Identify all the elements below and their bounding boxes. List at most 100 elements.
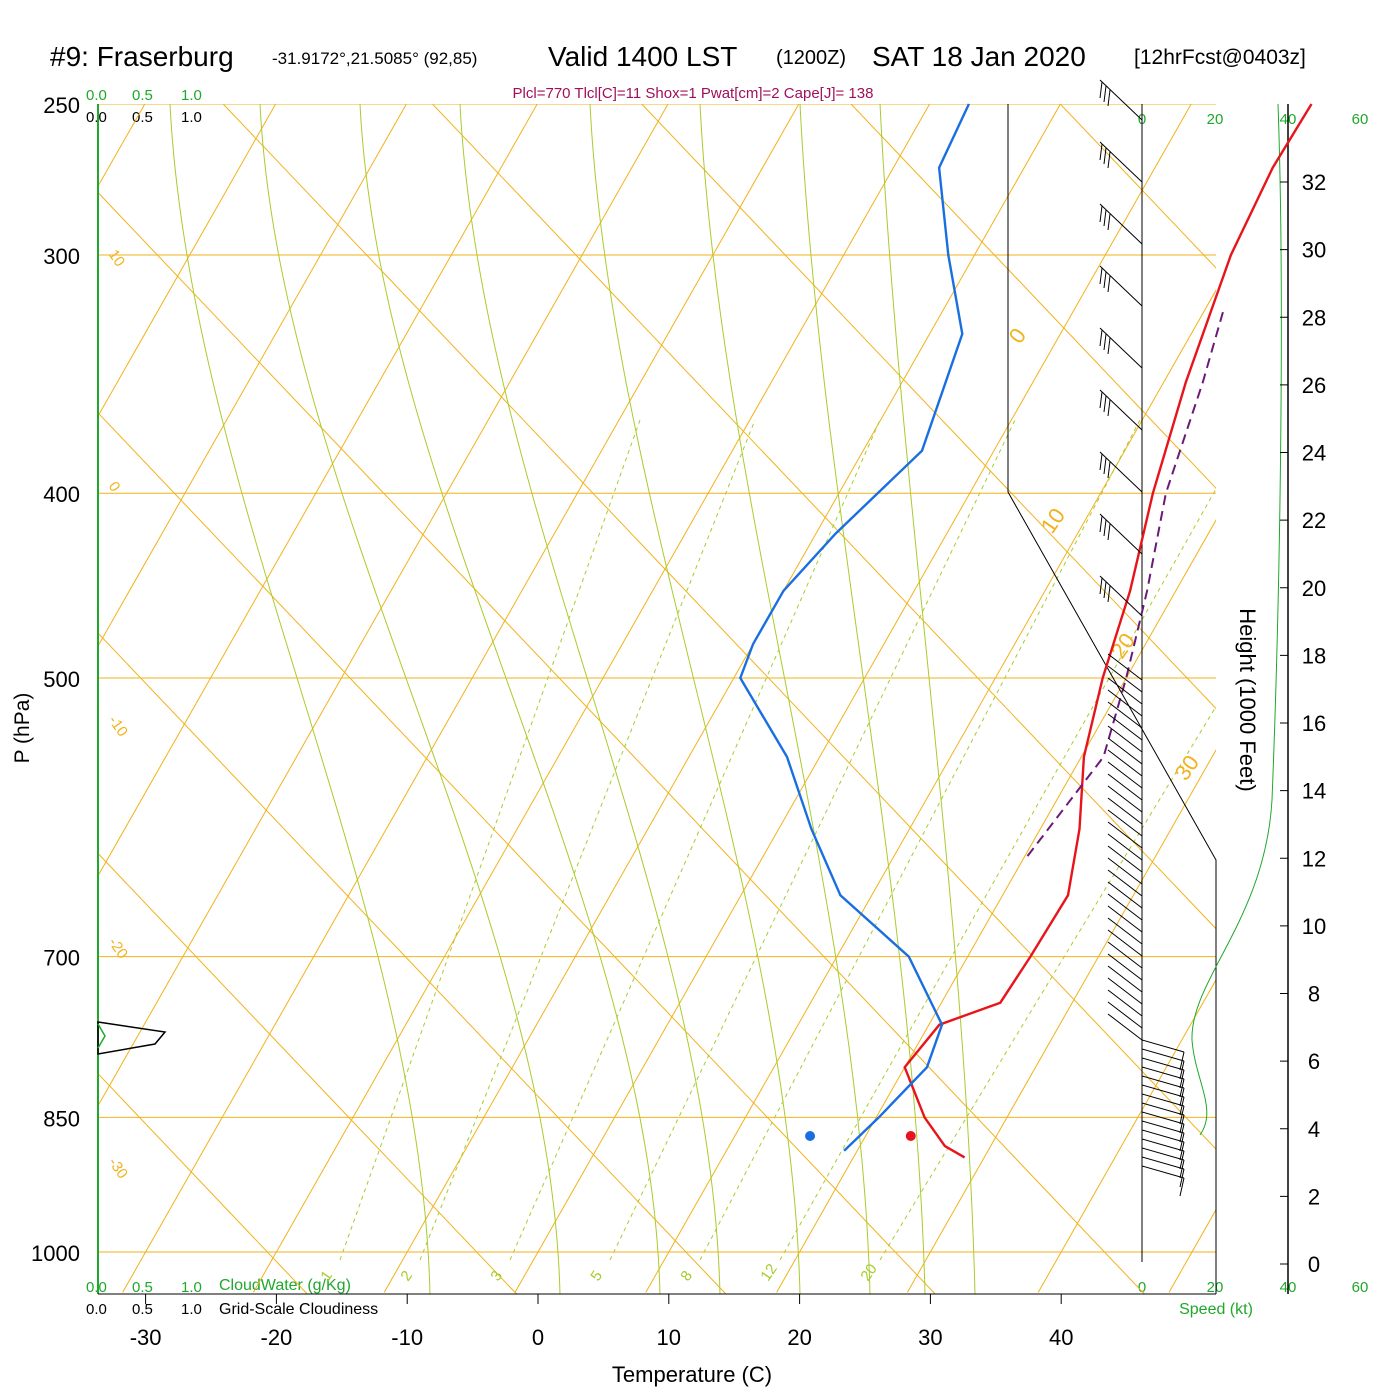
- isotherm-line: [98, 104, 277, 418]
- mixing-ratio-label: 3: [487, 1268, 506, 1285]
- wind-barb: [1107, 677, 1143, 705]
- wind-barb-flag: [1179, 1087, 1185, 1107]
- height-tick-label: 10: [1302, 914, 1326, 939]
- speed-label: Speed (kt): [1179, 1301, 1253, 1318]
- isotherm-label: -10: [105, 713, 131, 741]
- adiabat-line: [98, 412, 936, 1294]
- x-tick-label: -10: [391, 1325, 423, 1350]
- wind-barb: [1099, 141, 1143, 183]
- isotherm-label: -30: [105, 1155, 131, 1183]
- x-tick-label: 10: [657, 1325, 681, 1350]
- moist-adiabat: [799, 104, 926, 1294]
- wind-barb-flag: [1103, 395, 1107, 413]
- wind-barb-flag: [1099, 453, 1103, 471]
- x-tick-label: 30: [918, 1325, 942, 1350]
- pressure-tick-label: 1000: [31, 1241, 80, 1266]
- pressure-tick-label: 400: [43, 482, 80, 507]
- speed-tick: 20: [1207, 1279, 1224, 1296]
- mixing-ratio-line: [879, 705, 1216, 1261]
- hodograph-boundary: [1007, 104, 1217, 1294]
- wind-barb-flag: [1179, 1069, 1185, 1089]
- wind-barb: [1107, 917, 1143, 945]
- mixing-ratio-label: 8: [677, 1268, 696, 1285]
- wind-barb-flag: [1107, 523, 1111, 541]
- wind-barb: [1107, 857, 1143, 885]
- isotherm-line: [98, 104, 538, 877]
- wind-barb-flag: [1179, 1051, 1185, 1071]
- cloudwater-label: CloudWater (g/Kg): [219, 1277, 351, 1294]
- wind-barb-flag: [1107, 213, 1111, 231]
- wind-barb-flag: [1103, 457, 1107, 475]
- moist-adiabat: [259, 104, 561, 1294]
- wind-barb-flag: [1103, 209, 1107, 227]
- adiabat-line: [98, 852, 517, 1294]
- cloud-tick-green: 1.0: [181, 1279, 202, 1296]
- isotherm-line: [776, 519, 1216, 1293]
- x-tick-label: -30: [130, 1325, 162, 1350]
- mixing-ratio-label: 2: [397, 1268, 416, 1285]
- isotherm-line: [906, 749, 1216, 1293]
- wind-barb-flag: [1179, 1150, 1185, 1170]
- height-tick-label: 16: [1302, 711, 1326, 736]
- wind-barb-flag: [1179, 1105, 1185, 1125]
- height-tick-label: 30: [1302, 238, 1326, 263]
- wind-barb: [1107, 701, 1143, 729]
- pressure-tick-label: 500: [43, 667, 80, 692]
- x-axis-title: Temperature (C): [612, 1362, 772, 1387]
- wind-barb: [1107, 821, 1143, 849]
- wind-barb-flag: [1099, 81, 1103, 99]
- wind-barb-flag: [1107, 89, 1111, 107]
- isotherm-line: [98, 104, 407, 648]
- parcel-line: [1026, 308, 1225, 857]
- profiles: [738, 103, 1313, 1159]
- wind-barb: [1141, 1075, 1185, 1089]
- wind-barb: [1107, 833, 1143, 861]
- wind-barb-flag: [1179, 1078, 1185, 1098]
- adiabat-line: [432, 104, 1216, 930]
- wind-barb-flag: [1107, 399, 1111, 417]
- y-axis-title: P (hPa): [11, 693, 34, 764]
- wind-barb-flag: [1107, 151, 1111, 169]
- wind-barb-flag: [1179, 1159, 1185, 1179]
- wind-barb-flag: [1179, 1060, 1185, 1080]
- height-tick-label: 8: [1308, 982, 1320, 1007]
- wind-barb-flag: [1179, 1168, 1185, 1188]
- mixing-ratio-label: 5: [587, 1268, 606, 1285]
- height-tick-label: 26: [1302, 373, 1326, 398]
- mixing-ratio-line: [609, 419, 1016, 1261]
- height-tick-label: 22: [1302, 508, 1326, 533]
- wind-barb-flag: [1103, 147, 1107, 165]
- wind-barb: [1107, 725, 1143, 753]
- adiabat-line: [1270, 104, 1400, 1294]
- surface-temperature-dot: [905, 1131, 916, 1141]
- moist-adiabat: [359, 104, 661, 1294]
- wind-barb: [1107, 713, 1143, 741]
- isotherm-line: [514, 104, 1192, 1293]
- wind-barb: [1107, 941, 1143, 969]
- wind-barb: [1107, 929, 1143, 957]
- cloud-tick-green: 0.0: [86, 87, 107, 104]
- wind-barb-flag: [1099, 577, 1103, 595]
- wind-barb-flag: [1107, 461, 1111, 479]
- axes: -30 -20 -10 0 10 20 30 402503004005007008501000…: [31, 93, 1326, 1350]
- isotherm-line: [383, 104, 1061, 1293]
- wind-barb: [1141, 1039, 1185, 1053]
- wind-barb: [1141, 1093, 1185, 1107]
- height-tick-label: 14: [1302, 779, 1326, 804]
- wind-barb-flag: [1179, 1177, 1185, 1197]
- isotherm-label: 10: [1036, 503, 1071, 537]
- valid-time: Valid 1400 LST: [548, 41, 737, 72]
- mixing-ratio-label: 12: [757, 1261, 780, 1284]
- height-tick-label: 0: [1308, 1252, 1320, 1277]
- wind-barb: [1099, 79, 1143, 121]
- mixing-ratio-line: [699, 419, 1141, 1261]
- station-title: #9: Fraserburg: [50, 41, 234, 72]
- wind-barb-flag: [1179, 1114, 1185, 1134]
- wind-barb: [1107, 761, 1143, 789]
- cloud-tick-black: 0.0: [86, 109, 107, 126]
- adiabat-line: [98, 632, 727, 1294]
- cloudwater-shape: [97, 1023, 106, 1049]
- height-tick-label: 18: [1302, 643, 1326, 668]
- isotherm-line: [1037, 978, 1216, 1293]
